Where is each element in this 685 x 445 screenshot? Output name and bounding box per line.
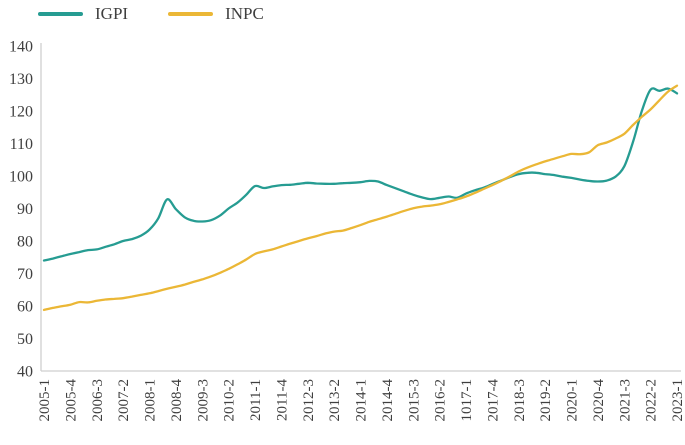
x-tick-label: 2021-3	[617, 379, 633, 422]
x-tick-label: 2008-4	[169, 379, 185, 422]
igpi-line-swatch-icon	[38, 11, 83, 16]
y-tick-label: 90	[17, 201, 33, 218]
x-tick-label: 2020-1	[565, 379, 581, 422]
x-tick-label: 2020-4	[591, 379, 607, 422]
igpi-line	[42, 87, 679, 262]
x-tick-label: 2018-3	[512, 379, 528, 422]
x-tick-label: 2009-3	[195, 379, 211, 422]
x-tick-label: 2012-3	[301, 379, 317, 422]
x-tick-label: 2014-4	[380, 379, 396, 422]
x-tick-label: 2014-1	[354, 379, 370, 422]
x-tick-label: 1017-1	[459, 379, 475, 422]
x-tick-label: 2005-1	[37, 379, 53, 422]
x-tick-label: 2023-1	[670, 379, 685, 422]
x-tick-label: 2005-4	[63, 379, 79, 422]
igpi-legend-label: IGPI	[95, 4, 129, 23]
x-tick-label: 2010-2	[222, 379, 238, 422]
x-tick-label: 2015-3	[406, 379, 422, 422]
x-tick-label: 2019-2	[538, 379, 554, 422]
y-tick-label: 140	[9, 39, 33, 56]
x-tick-label: 2006-3	[90, 379, 106, 422]
legend-item-igpi: IGPI	[38, 5, 128, 22]
y-tick-label: 130	[9, 71, 33, 88]
x-tick-label: 2017-4	[485, 379, 501, 422]
y-tick-label: 100	[9, 169, 33, 186]
x-tick-label: 2011-1	[248, 379, 264, 421]
x-tick-label: 2011-4	[274, 379, 290, 421]
y-tick-label: 70	[17, 266, 33, 283]
x-tick-label: 2016-2	[433, 379, 449, 422]
x-tick-label: 2022-2	[644, 379, 660, 422]
inpc-line	[42, 84, 679, 312]
y-tick-label: 50	[17, 331, 33, 348]
inpc-line-swatch-icon	[168, 11, 214, 16]
x-tick-label: 2008-1	[143, 379, 159, 422]
y-tick-label: 60	[17, 299, 33, 316]
legend-item-inpc: INPC	[168, 5, 264, 22]
y-tick-label: 110	[10, 136, 33, 153]
y-tick-label: 120	[9, 104, 33, 121]
y-tick-label: 80	[17, 234, 33, 251]
y-tick-label: 40	[17, 364, 33, 381]
x-tick-label: 2007-2	[116, 379, 132, 422]
legend: IGPI INPC	[38, 5, 304, 22]
inpc-legend-label: INPC	[225, 4, 264, 23]
x-tick-label: 2013-2	[327, 379, 343, 422]
